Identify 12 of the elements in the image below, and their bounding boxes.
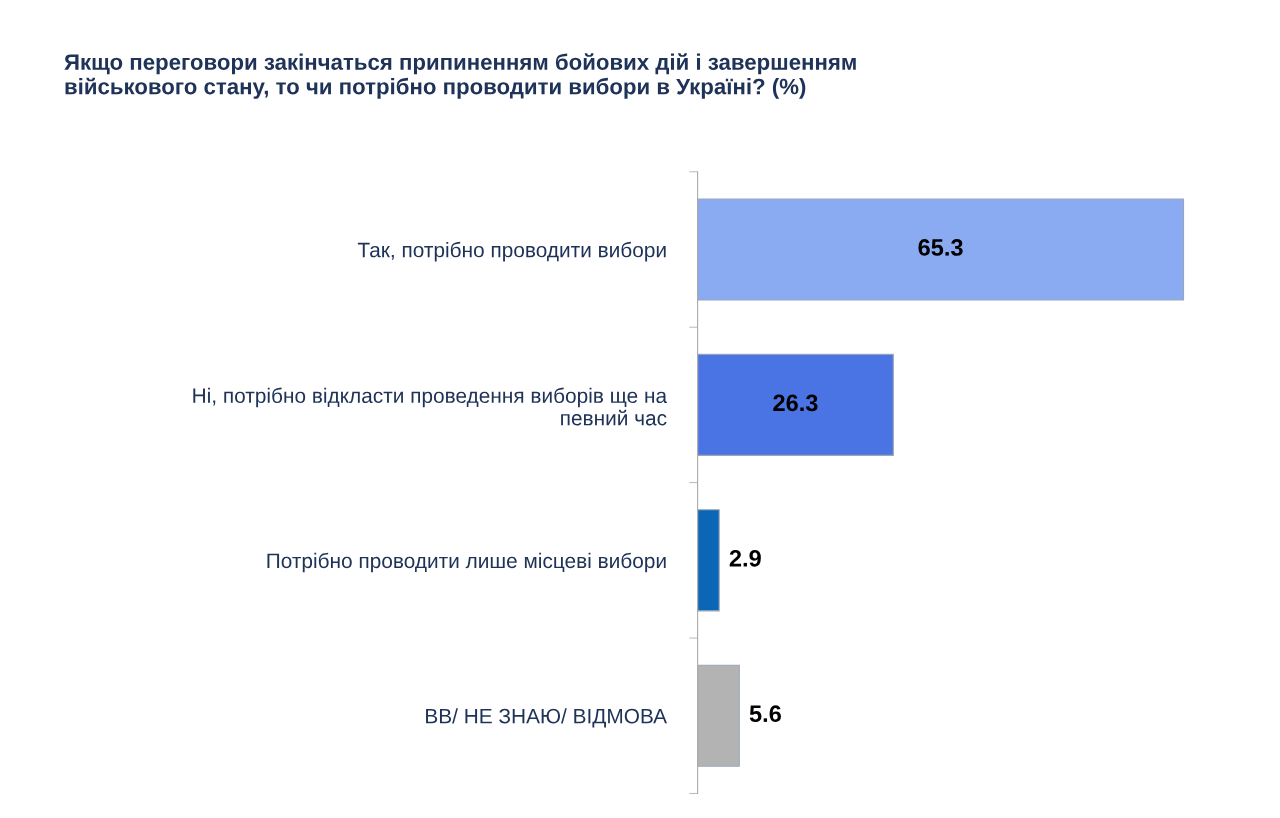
bar [697, 198, 1185, 301]
y-tick-label: Так, потрібно проводити вибори [357, 241, 666, 262]
bar [697, 353, 894, 456]
y-tick-label: ВВ/ НЕ ЗНАЮ/ ВІДМОВА [426, 708, 667, 728]
text: Якщо переговори закінчаться припиненням бойових дій і завершенням військового стану, то чи потрібно проводити вибори в Україні? (%) [64, 53, 856, 99]
y-tick-label: Ні, потрібно відкласти проведення виборів ще на певний час [193, 387, 668, 426]
bar [697, 509, 720, 612]
data-label: 65.3 [918, 239, 963, 256]
y-tick-label: Потрібно проводити лише місцеві вибори [267, 552, 666, 573]
data-label: 5.6 [749, 705, 781, 723]
data-label: 2.9 [729, 549, 761, 567]
data-label: 26.3 [773, 394, 818, 412]
